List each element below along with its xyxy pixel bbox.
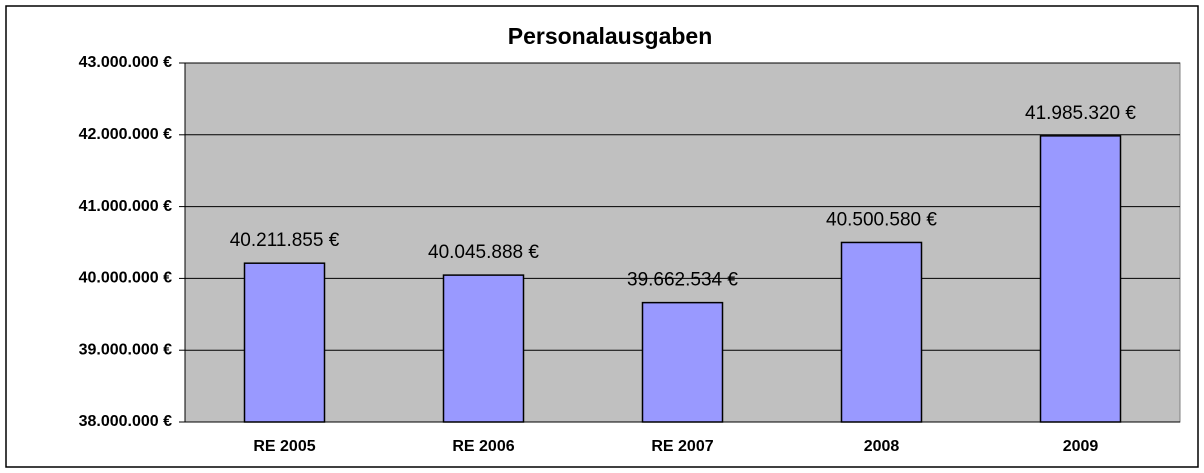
- value-label: 40.211.855 €: [230, 230, 340, 251]
- bar: [442, 274, 525, 423]
- bar: [641, 301, 724, 423]
- y-tick-label: 43.000.000 €: [79, 54, 173, 71]
- y-tick-label: 39.000.000 €: [79, 341, 173, 358]
- x-tick-label: 2009: [1063, 438, 1099, 455]
- bar: [243, 262, 326, 423]
- value-label: 40.500.580 €: [826, 209, 937, 230]
- x-tick-label: RE 2005: [253, 438, 315, 455]
- y-tick-label: 42.000.000 €: [79, 126, 173, 143]
- x-tick-label: RE 2006: [452, 438, 514, 455]
- bar: [840, 241, 923, 423]
- bar: [1039, 135, 1122, 423]
- value-label: 40.045.888 €: [428, 242, 539, 263]
- y-tick-label: 40.000.000 €: [79, 270, 173, 287]
- x-tick-label: 2008: [864, 438, 900, 455]
- value-label: 41.985.320 €: [1025, 103, 1136, 124]
- x-tick-label: RE 2007: [651, 438, 713, 455]
- chart-title: Personalausgaben: [508, 23, 713, 49]
- value-label: 39.662.534 €: [627, 270, 738, 291]
- y-tick-label: 41.000.000 €: [79, 198, 173, 215]
- y-tick-label: 38.000.000 €: [79, 413, 173, 430]
